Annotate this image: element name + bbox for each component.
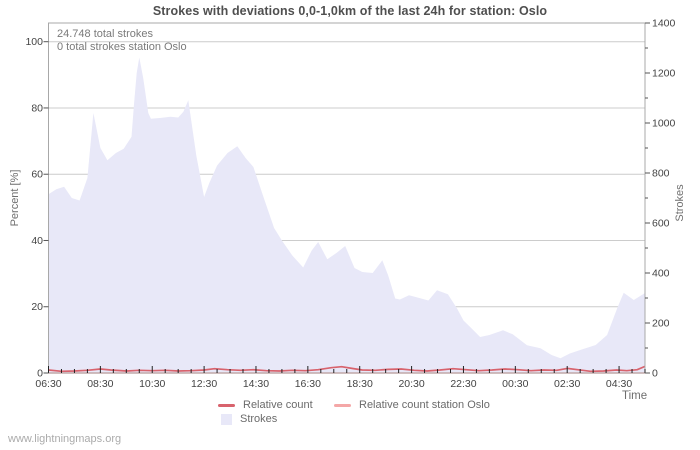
watermark: www.lightningmaps.org — [8, 433, 122, 445]
x-tick-label: 10:30 — [139, 378, 165, 390]
y-left-tick-label: 80 — [31, 102, 43, 114]
x-tick-label: 22:30 — [450, 378, 476, 390]
y-left-tick-label: 40 — [31, 235, 43, 247]
y-right-tick-label: 1200 — [652, 68, 676, 80]
x-tick-label: 14:30 — [243, 378, 269, 390]
y-right-tick-label: 600 — [652, 218, 670, 230]
chart-title: Strokes with deviations 0,0-1,0km of the… — [152, 4, 548, 18]
x-axis-title: Time — [622, 390, 648, 402]
y-right-tick-label: 1000 — [652, 118, 676, 130]
y-left-tick-label: 60 — [31, 169, 43, 181]
y-right-tick-label: 0 — [652, 368, 658, 380]
y-right-tick-label: 1400 — [652, 18, 676, 30]
x-tick-label: 12:30 — [191, 378, 217, 390]
strokes-area-series — [48, 57, 645, 373]
y-left-tick-label: 0 — [37, 368, 43, 380]
x-tick-label: 08:30 — [87, 378, 113, 390]
x-tick-label: 16:30 — [295, 378, 321, 390]
annotation-total-strokes: 24.748 total strokes — [57, 28, 154, 40]
x-tick-label: 06:30 — [35, 378, 61, 390]
x-tick-label: 20:30 — [398, 378, 424, 390]
x-tick-label: 00:30 — [502, 378, 528, 390]
y-left-tick-label: 20 — [31, 301, 43, 313]
left-axis-title: Percent [%] — [9, 169, 21, 227]
y-right-tick-label: 800 — [652, 168, 670, 180]
x-tick-label: 02:30 — [554, 378, 580, 390]
y-right-tick-label: 200 — [652, 318, 670, 330]
y-left-tick-label: 100 — [25, 36, 43, 48]
y-right-tick-label: 400 — [652, 268, 670, 280]
annotation-station-strokes: 0 total strokes station Oslo — [57, 41, 187, 53]
right-axis-title: Strokes — [674, 184, 686, 222]
x-tick-label: 04:30 — [606, 378, 632, 390]
x-tick-label: 18:30 — [347, 378, 373, 390]
